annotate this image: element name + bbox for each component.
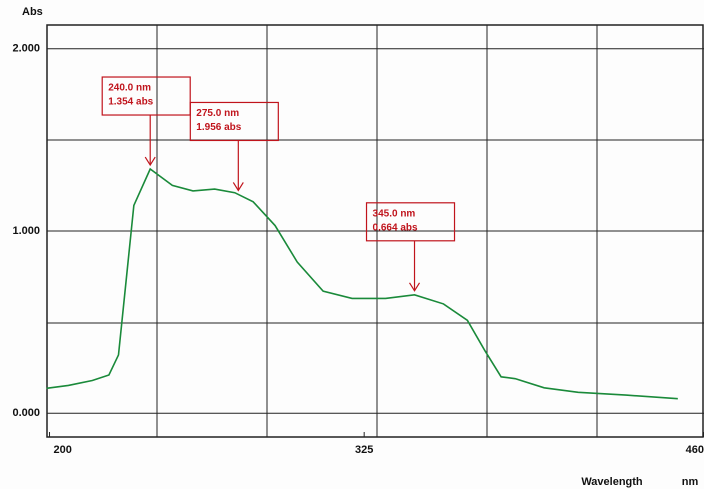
x-axis-label: Wavelength bbox=[581, 476, 643, 488]
arrow-head bbox=[409, 282, 421, 292]
annotation-text: 240.0 nm bbox=[108, 83, 151, 94]
y-tick-label: 2.000 bbox=[12, 43, 40, 55]
annotation-text: 1.354 abs bbox=[108, 97, 153, 108]
annotation-box bbox=[365, 202, 456, 242]
x-tick-label: 460 bbox=[686, 444, 704, 456]
y-axis-label: Abs bbox=[22, 6, 43, 18]
annotation-text: 1.956 abs bbox=[196, 122, 241, 133]
x-tick-label: 325 bbox=[355, 444, 373, 456]
annotation-text: 345.0 nm bbox=[373, 208, 416, 219]
x-axis-unit: nm bbox=[682, 476, 699, 488]
arrow-head bbox=[232, 182, 244, 192]
y-tick-label: 0.000 bbox=[12, 407, 40, 419]
spectrum-line bbox=[46, 167, 678, 400]
x-tick-label: 200 bbox=[54, 444, 72, 456]
annotation-text: 275.0 nm bbox=[196, 108, 239, 119]
arrow-head bbox=[144, 156, 156, 167]
annotation-box bbox=[189, 101, 279, 142]
annotation-box bbox=[101, 76, 191, 116]
annotation-text: 0.664 abs bbox=[373, 222, 418, 233]
y-tick-label: 1.000 bbox=[12, 225, 40, 237]
